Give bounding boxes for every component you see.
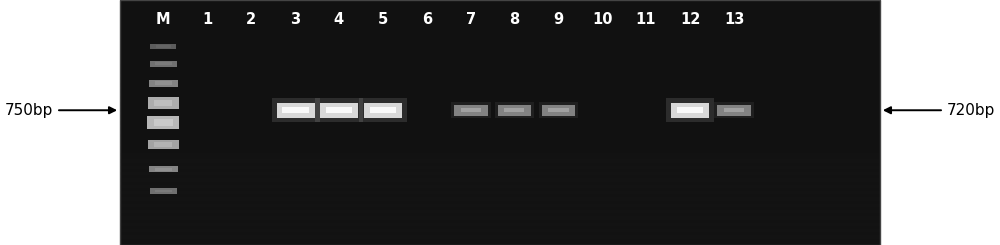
Text: 9: 9 [553,12,564,27]
Bar [154,142,172,147]
Bar [548,108,569,112]
Bar [320,103,358,118]
Text: 8: 8 [509,12,520,27]
Text: 10: 10 [592,12,613,27]
Bar [120,191,880,201]
Text: 2: 2 [246,12,256,27]
Bar [120,121,880,131]
Bar [120,216,880,226]
Bar [315,98,363,122]
Text: 720bp: 720bp [885,103,995,118]
Bar [120,166,880,175]
Bar [120,147,880,156]
Text: 6: 6 [422,12,432,27]
Bar [120,64,880,74]
Bar [539,102,578,118]
Bar [155,190,172,193]
Bar [120,229,880,239]
Bar [120,89,880,99]
Bar [666,98,714,122]
Bar [120,153,880,163]
Bar [120,204,880,213]
Text: 4: 4 [334,12,344,27]
Bar [724,108,744,112]
Bar [154,120,173,125]
Bar [147,116,179,129]
Bar [149,80,178,87]
Bar [120,77,880,86]
Bar [154,100,172,106]
Text: 5: 5 [378,12,388,27]
Bar [120,222,880,232]
Bar [120,127,880,137]
Text: 1: 1 [202,12,213,27]
Text: 750bp: 750bp [5,103,115,118]
Bar [148,97,179,109]
Bar [156,45,171,48]
Text: M: M [156,12,171,27]
Bar [120,51,880,61]
Bar [148,140,179,149]
Bar [120,0,880,245]
Bar [120,115,880,125]
Bar [120,83,880,93]
Text: 7: 7 [466,12,476,27]
Bar [495,102,534,118]
Bar [677,107,703,113]
Bar [120,140,880,150]
Bar [364,103,402,118]
Bar [120,178,880,188]
Bar [542,105,575,116]
Bar [498,105,531,116]
Bar [120,172,880,182]
Bar [120,134,880,144]
Text: 3: 3 [290,12,301,27]
Bar [461,108,481,112]
Text: 11: 11 [636,12,656,27]
Bar [120,58,880,68]
Bar [326,107,352,113]
Bar [370,107,396,113]
Bar [150,44,176,49]
Bar [149,166,178,172]
Bar [120,96,880,106]
Bar [120,159,880,169]
Bar [120,197,880,207]
Bar [359,98,407,122]
Bar [155,81,172,85]
Text: 13: 13 [724,12,744,27]
Bar [150,61,177,67]
Bar [120,184,880,194]
Bar [120,109,880,118]
Bar [282,107,309,113]
Bar [451,102,491,118]
Bar [714,102,754,118]
Text: 12: 12 [680,12,700,27]
Bar [120,71,880,80]
Bar [504,108,524,112]
Bar [272,98,320,122]
Bar [120,210,880,220]
Bar [454,105,488,116]
Bar [150,188,177,194]
Bar [155,62,172,65]
Bar [120,235,880,245]
Bar [120,102,880,112]
Bar [671,103,709,118]
Bar [277,103,315,118]
Bar [717,105,751,116]
Bar [155,168,172,171]
